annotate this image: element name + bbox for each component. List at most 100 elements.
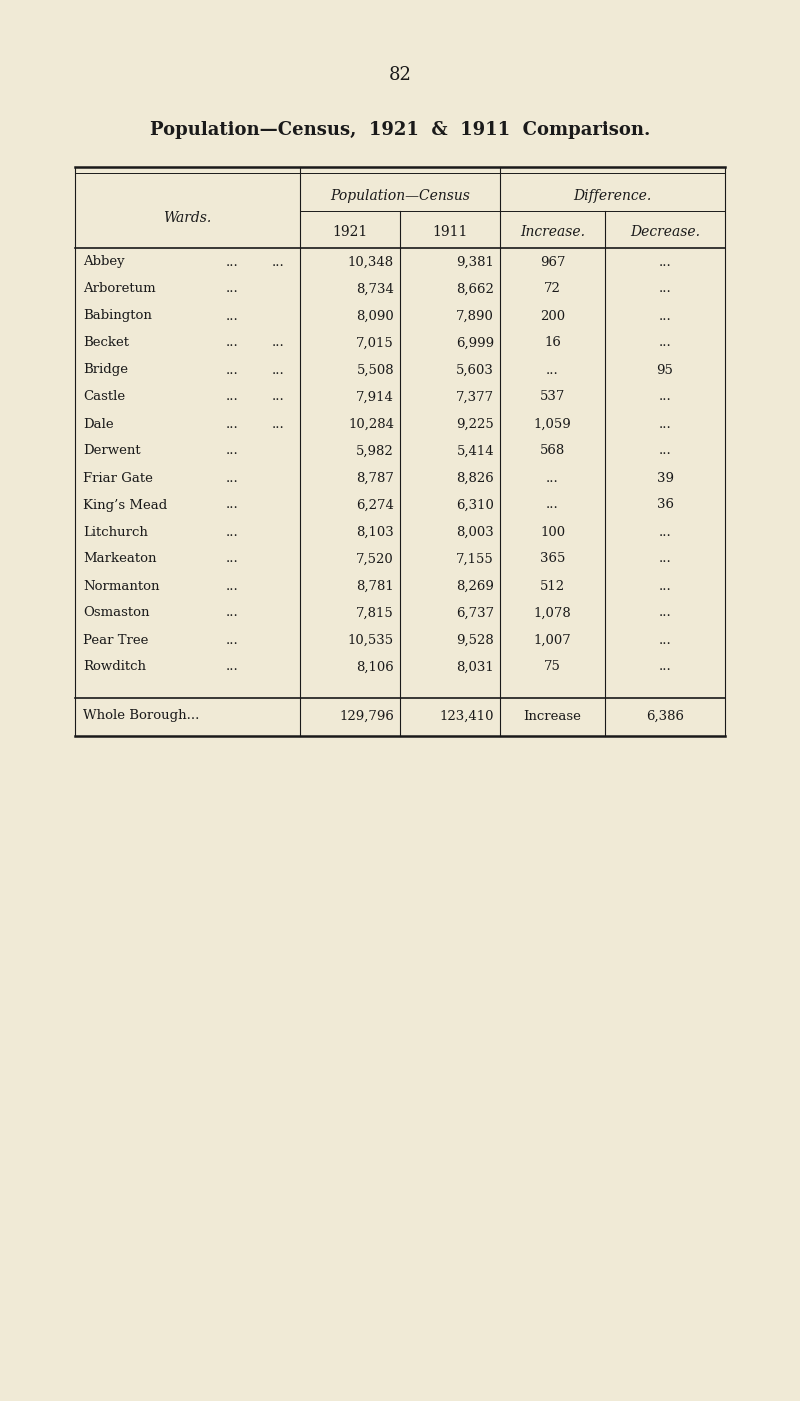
Text: 8,787: 8,787	[356, 472, 394, 485]
Text: 16: 16	[544, 336, 561, 349]
Text: 9,225: 9,225	[456, 417, 494, 430]
Text: 5,603: 5,603	[456, 363, 494, 377]
Text: ...: ...	[272, 336, 284, 349]
Text: Rowditch: Rowditch	[83, 660, 146, 674]
Text: Pear Tree: Pear Tree	[83, 633, 148, 646]
Text: 72: 72	[544, 283, 561, 296]
Text: 537: 537	[540, 391, 565, 403]
Text: ...: ...	[226, 580, 238, 593]
Text: 6,310: 6,310	[456, 499, 494, 511]
Text: ...: ...	[226, 633, 238, 646]
Text: ...: ...	[658, 633, 671, 646]
Text: ...: ...	[546, 363, 559, 377]
Text: 7,914: 7,914	[356, 391, 394, 403]
Text: ...: ...	[272, 363, 284, 377]
Text: 8,734: 8,734	[356, 283, 394, 296]
Text: Bridge: Bridge	[83, 363, 128, 377]
Text: Abbey: Abbey	[83, 255, 125, 269]
Text: 568: 568	[540, 444, 565, 458]
Text: Dale: Dale	[83, 417, 114, 430]
Text: 9,381: 9,381	[456, 255, 494, 269]
Text: 129,796: 129,796	[339, 709, 394, 723]
Text: ...: ...	[658, 283, 671, 296]
Text: 6,274: 6,274	[356, 499, 394, 511]
Text: 100: 100	[540, 525, 565, 538]
Text: ...: ...	[658, 660, 671, 674]
Text: ...: ...	[226, 363, 238, 377]
Text: 5,508: 5,508	[356, 363, 394, 377]
Text: ...: ...	[658, 552, 671, 566]
Text: Derwent: Derwent	[83, 444, 141, 458]
Text: 8,269: 8,269	[456, 580, 494, 593]
Text: 8,106: 8,106	[356, 660, 394, 674]
Text: Normanton: Normanton	[83, 580, 159, 593]
Text: 8,103: 8,103	[356, 525, 394, 538]
Text: ...: ...	[226, 660, 238, 674]
Text: ...: ...	[658, 444, 671, 458]
Text: 200: 200	[540, 310, 565, 322]
Text: ...: ...	[226, 417, 238, 430]
Text: ...: ...	[226, 255, 238, 269]
Text: Babington: Babington	[83, 310, 152, 322]
Text: Friar Gate: Friar Gate	[83, 472, 153, 485]
Text: Osmaston: Osmaston	[83, 607, 150, 619]
Text: ...: ...	[658, 525, 671, 538]
Text: Population—Census,  1921  &  1911  Comparison.: Population—Census, 1921 & 1911 Compariso…	[150, 120, 650, 139]
Text: 5,982: 5,982	[356, 444, 394, 458]
Text: ...: ...	[226, 336, 238, 349]
Text: 10,535: 10,535	[348, 633, 394, 646]
Text: Increase.: Increase.	[520, 226, 585, 240]
Text: 967: 967	[540, 255, 566, 269]
Text: 6,737: 6,737	[456, 607, 494, 619]
Text: 5,414: 5,414	[456, 444, 494, 458]
Text: 512: 512	[540, 580, 565, 593]
Text: 7,377: 7,377	[456, 391, 494, 403]
Text: ...: ...	[226, 283, 238, 296]
Text: ...: ...	[226, 391, 238, 403]
Text: ...: ...	[658, 336, 671, 349]
Text: Increase: Increase	[523, 709, 582, 723]
Text: ...: ...	[226, 525, 238, 538]
Text: Wards.: Wards.	[163, 212, 212, 226]
Text: 10,348: 10,348	[348, 255, 394, 269]
Text: ...: ...	[658, 417, 671, 430]
Text: 75: 75	[544, 660, 561, 674]
Text: ...: ...	[658, 580, 671, 593]
Text: ...: ...	[658, 391, 671, 403]
Text: 6,999: 6,999	[456, 336, 494, 349]
Text: 1,007: 1,007	[534, 633, 571, 646]
Text: Markeaton: Markeaton	[83, 552, 157, 566]
Text: ...: ...	[546, 499, 559, 511]
Text: 8,781: 8,781	[356, 580, 394, 593]
Text: 6,386: 6,386	[646, 709, 684, 723]
Text: 7,815: 7,815	[356, 607, 394, 619]
Text: ...: ...	[226, 472, 238, 485]
Text: 82: 82	[389, 66, 411, 84]
Text: 7,890: 7,890	[456, 310, 494, 322]
Text: 8,090: 8,090	[356, 310, 394, 322]
Text: Becket: Becket	[83, 336, 129, 349]
Text: 7,155: 7,155	[456, 552, 494, 566]
Text: ...: ...	[226, 552, 238, 566]
Text: Population—Census: Population—Census	[330, 189, 470, 203]
Text: 8,826: 8,826	[456, 472, 494, 485]
Text: Whole Borough...: Whole Borough...	[83, 709, 199, 723]
Text: 36: 36	[657, 499, 674, 511]
Text: ...: ...	[658, 310, 671, 322]
Text: 1921: 1921	[332, 226, 368, 240]
Text: ...: ...	[658, 607, 671, 619]
Text: 365: 365	[540, 552, 565, 566]
Text: 9,528: 9,528	[456, 633, 494, 646]
Text: Difference.: Difference.	[574, 189, 652, 203]
Text: 7,520: 7,520	[356, 552, 394, 566]
Text: 39: 39	[657, 472, 674, 485]
Text: King’s Mead: King’s Mead	[83, 499, 167, 511]
Text: 1911: 1911	[432, 226, 468, 240]
Text: ...: ...	[226, 310, 238, 322]
Text: ...: ...	[658, 255, 671, 269]
Text: 123,410: 123,410	[439, 709, 494, 723]
Text: Castle: Castle	[83, 391, 125, 403]
Text: 95: 95	[657, 363, 674, 377]
Text: Litchurch: Litchurch	[83, 525, 148, 538]
Text: ...: ...	[272, 255, 284, 269]
